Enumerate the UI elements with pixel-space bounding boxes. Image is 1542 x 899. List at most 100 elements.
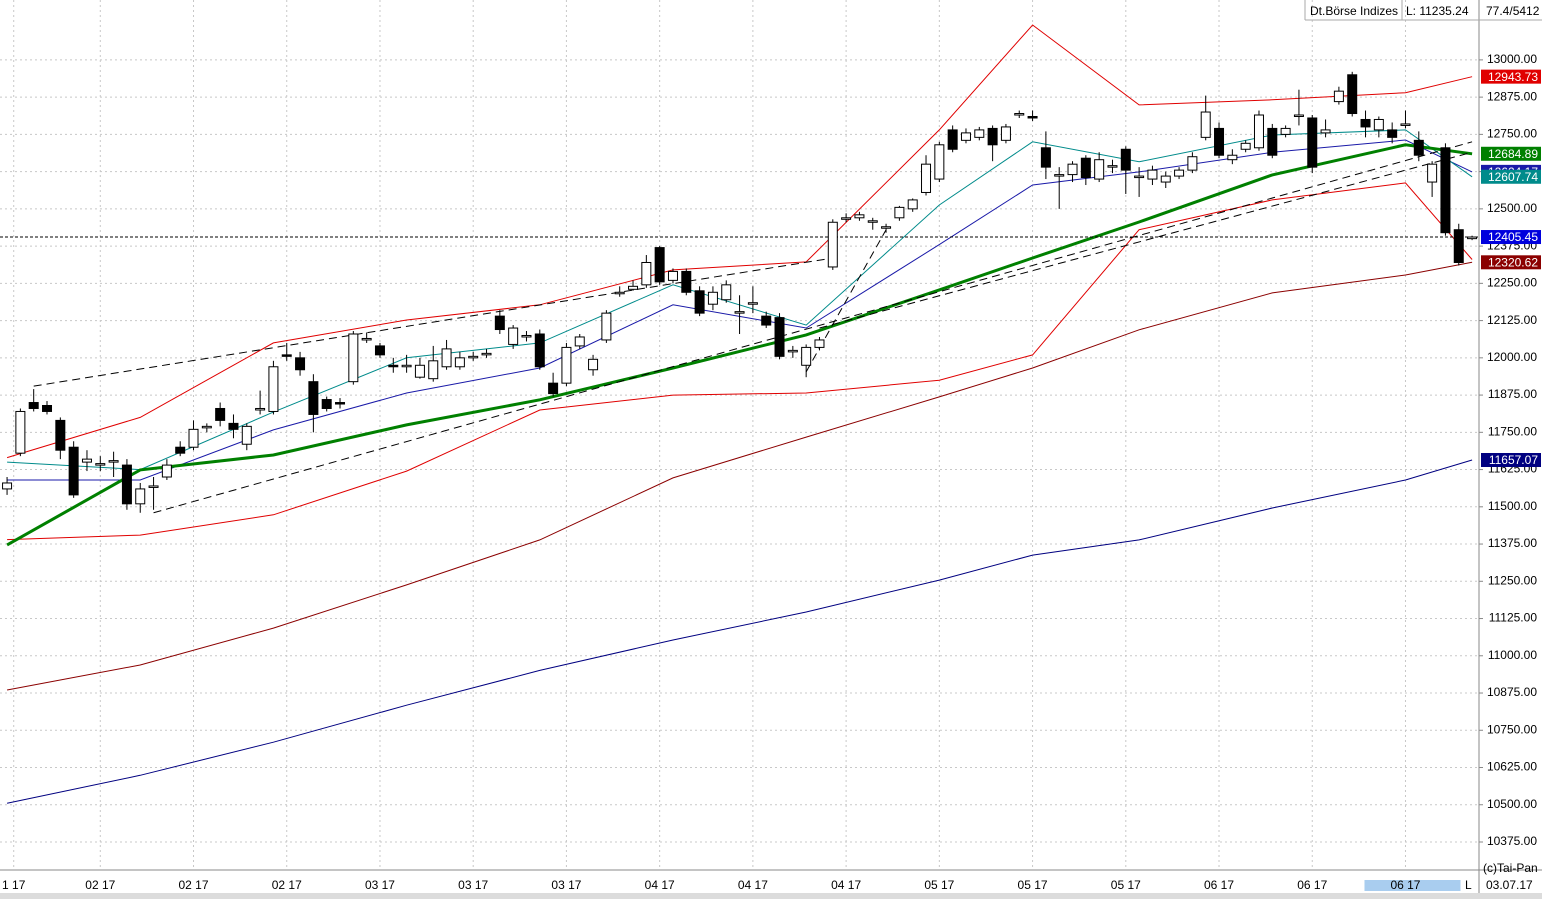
- candle-body: [774, 317, 785, 357]
- candle-body: [601, 312, 612, 341]
- candle-body: [15, 410, 26, 454]
- candle-body: [1467, 236, 1478, 240]
- candle-body: [867, 220, 878, 223]
- value-box: [1481, 69, 1541, 84]
- candle-body: [814, 339, 825, 348]
- candle-body: [787, 349, 798, 353]
- value-box-label: 12405.45: [1488, 230, 1538, 244]
- candle-body: [68, 446, 79, 496]
- candle-body: [401, 364, 412, 368]
- y-tick-label: 11125.00: [1489, 611, 1538, 625]
- x-tick-highlight: [1364, 880, 1461, 891]
- candle-body: [1240, 142, 1251, 150]
- candle-body: [907, 199, 918, 210]
- value-box-label: 12943.73: [1488, 70, 1538, 84]
- y-tick-label: 12000.00: [1487, 350, 1537, 364]
- candle-body: [441, 348, 452, 368]
- candle-body: [1054, 174, 1065, 177]
- candle-body: [534, 333, 545, 368]
- info-text: 77.4/5412: [1486, 4, 1540, 18]
- y-tick-label: 11250.00: [1488, 573, 1537, 587]
- candle-body: [801, 346, 812, 366]
- candle-body: [1120, 148, 1131, 171]
- y-tick-label: 11000.00: [1488, 648, 1537, 662]
- candle-body: [1293, 114, 1304, 117]
- candle-body: [1067, 163, 1078, 176]
- candle-body: [667, 270, 678, 281]
- candle-body: [454, 357, 465, 368]
- candle-body: [1147, 169, 1158, 180]
- candle-body: [188, 428, 199, 448]
- candle-body: [548, 382, 559, 395]
- indicator-line: [6, 143, 1473, 547]
- candle-body: [1453, 229, 1464, 263]
- candle-body: [681, 270, 692, 293]
- x-tick-label: 04 17: [831, 878, 861, 892]
- trendline: [33, 257, 833, 387]
- x-tick-label: 04 17: [738, 878, 768, 892]
- candle-body: [987, 127, 998, 146]
- toolbar-strip: [0, 893, 1542, 899]
- candle-body: [321, 399, 332, 409]
- candle-body: [228, 422, 239, 430]
- candle-body: [295, 357, 306, 371]
- candle-body: [215, 407, 226, 421]
- candle-body: [1413, 139, 1424, 156]
- candle-body: [1360, 118, 1371, 128]
- x-tick-label: 06 17: [1297, 878, 1327, 892]
- y-tick-label: 11375.00: [1488, 536, 1537, 550]
- candle-body: [881, 226, 892, 229]
- candle-body: [508, 327, 519, 345]
- y-tick-label: 12875.00: [1487, 89, 1537, 103]
- y-tick-label: 12500.00: [1487, 201, 1537, 215]
- candle-body: [1400, 123, 1411, 126]
- x-tick-label: 05 17: [1018, 878, 1048, 892]
- candle-body: [1027, 115, 1038, 119]
- candle-body: [81, 458, 92, 463]
- plot: [0, 0, 1479, 870]
- candle-body: [628, 285, 639, 290]
- date: 03.07.17: [1486, 878, 1533, 892]
- value-box: [1481, 169, 1541, 184]
- candle-body: [947, 129, 958, 150]
- candle-body: [1280, 127, 1291, 135]
- value-box-label: 12684.89: [1488, 147, 1538, 161]
- y-tick-label: 10875.00: [1487, 685, 1537, 699]
- candle-body: [827, 221, 838, 268]
- x-tick-label: 03 17: [365, 878, 395, 892]
- candle-body: [1227, 154, 1238, 161]
- x-tick-label: 06 17: [1204, 878, 1234, 892]
- candle-body: [55, 419, 66, 451]
- y-tick-label: 11875.00: [1488, 387, 1537, 401]
- value-box: [1481, 453, 1541, 468]
- candle-body: [934, 144, 945, 180]
- candle-body: [148, 485, 159, 488]
- candle-body: [468, 355, 479, 359]
- candle-body: [335, 402, 346, 405]
- candle-body: [1014, 113, 1025, 116]
- candle-body: [42, 405, 53, 412]
- candle-body: [588, 358, 599, 371]
- candle-body: [854, 214, 865, 219]
- value-box-label: 11657.07: [1489, 453, 1538, 467]
- candle-body: [721, 284, 732, 301]
- candle-body: [1107, 165, 1118, 168]
- candle-body: [974, 129, 985, 138]
- y-tick-label: 12250.00: [1487, 276, 1537, 290]
- candle-body: [1307, 117, 1318, 168]
- x-tick-label: 05 17: [924, 878, 954, 892]
- candle-body: [761, 315, 772, 326]
- candle-body: [348, 333, 359, 383]
- candle-body: [574, 336, 585, 347]
- candle-body: [694, 290, 705, 314]
- candle-body: [201, 425, 212, 429]
- candle-body: [921, 163, 932, 193]
- candle-body: [1000, 126, 1011, 141]
- value-box: [1481, 255, 1541, 270]
- info-text: L: 11235.24: [1406, 4, 1469, 18]
- candle-body: [175, 446, 186, 454]
- y-tick-label: 12125.00: [1487, 313, 1537, 327]
- candle-body: [428, 360, 439, 380]
